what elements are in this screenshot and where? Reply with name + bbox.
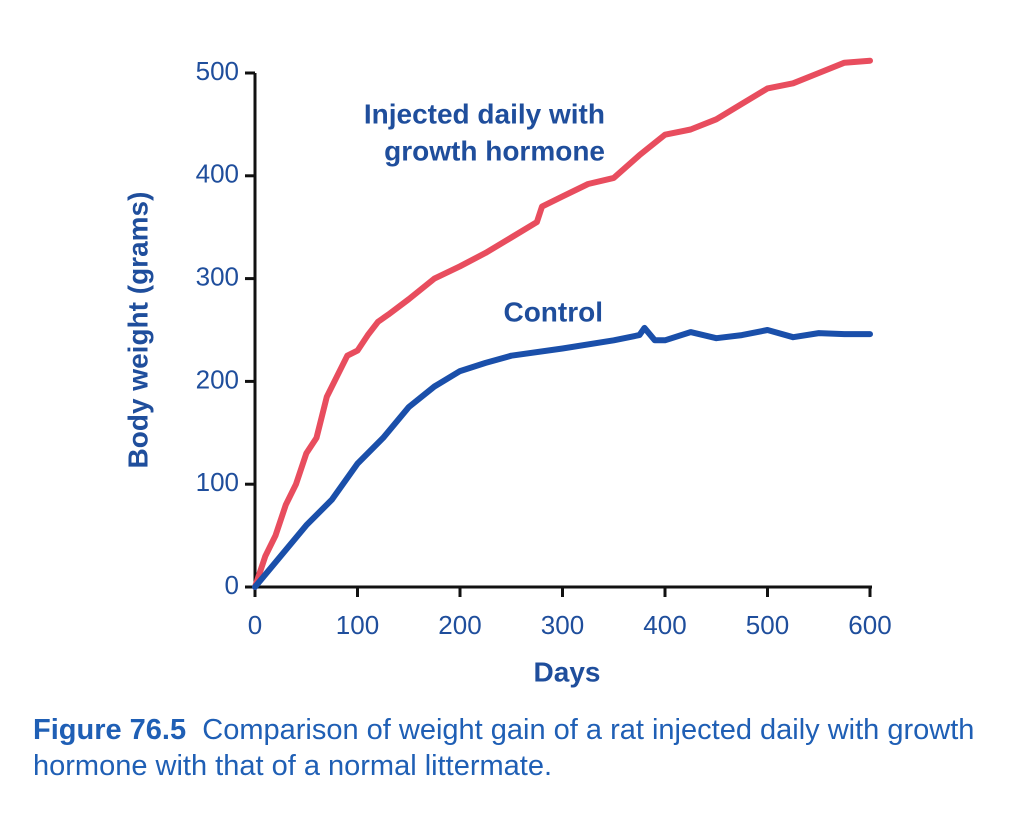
x-tick-label: 100 — [336, 610, 379, 640]
y-tick-label: 0 — [225, 570, 239, 600]
y-tick-label: 100 — [196, 467, 239, 497]
x-axis-title: Days — [534, 656, 601, 687]
annotation: Control — [503, 296, 603, 327]
line-series — [252, 324, 873, 590]
x-tick-label: 300 — [541, 610, 584, 640]
y-axis-title: Body weight (grams) — [122, 192, 153, 469]
y-tick-label: 200 — [196, 364, 239, 394]
caption-text: Comparison of weight gain of a rat injec… — [33, 714, 975, 782]
y-tick-label: 400 — [196, 159, 239, 189]
line-series — [252, 57, 873, 590]
x-tick-label: 400 — [643, 610, 686, 640]
y-tick-label: 300 — [196, 261, 239, 291]
x-tick-label: 500 — [746, 610, 789, 640]
x-tick-label: 600 — [848, 610, 891, 640]
y-tick-label: 500 — [196, 56, 239, 86]
annotation: Injected daily with — [364, 98, 605, 129]
annotation: growth hormone — [384, 135, 605, 166]
caption-label: Figure 76.5 — [33, 714, 187, 746]
caption: Figure 76.5 Comparison of weight gain of… — [33, 712, 1003, 784]
chart: Days Body weight (grams) Injected daily … — [122, 56, 891, 688]
x-tick-label: 0 — [248, 610, 262, 640]
x-tick-label: 200 — [438, 610, 481, 640]
